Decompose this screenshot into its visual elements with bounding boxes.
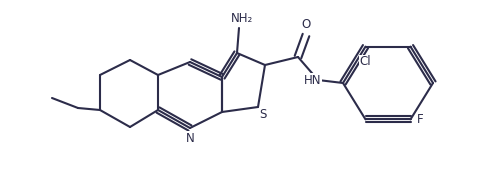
- Text: F: F: [417, 113, 424, 126]
- Text: N: N: [186, 132, 194, 144]
- Text: HN: HN: [304, 73, 322, 87]
- Text: NH₂: NH₂: [231, 12, 253, 24]
- Text: Cl: Cl: [360, 55, 371, 68]
- Text: O: O: [301, 18, 311, 31]
- Text: S: S: [259, 108, 267, 121]
